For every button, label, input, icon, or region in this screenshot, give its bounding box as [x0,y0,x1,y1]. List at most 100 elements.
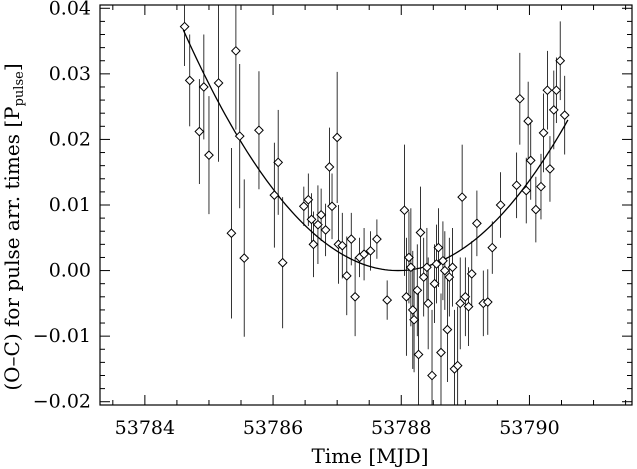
x-tick-label: 53790 [499,417,559,439]
data-point-62 [466,268,477,279]
data-point-60 [460,291,471,302]
data-point-23 [332,132,343,143]
data-point-8 [234,131,245,142]
data-point-67 [495,200,506,210]
data-point-61 [463,301,474,312]
data-point-73 [530,204,541,215]
data-point-27 [346,234,357,245]
data-point-79 [551,85,562,96]
data-point-40 [412,285,423,296]
data-point-44 [421,262,432,273]
data-point-16 [306,214,317,225]
x-tick-label: 53784 [115,417,175,439]
data-point-43 [418,272,429,283]
data-point-10 [254,125,264,136]
data-point-65 [482,297,493,307]
data-point-11 [269,190,280,201]
data-point-33 [382,295,393,305]
x-tick-label: 53786 [243,417,303,439]
data-point-74 [536,181,546,192]
data-point-53 [442,324,453,335]
y-tick-label: 0.00 [49,260,91,282]
data-point-22 [327,201,337,212]
data-point-17 [308,239,319,250]
data-point-14 [298,201,309,212]
data-point-3 [198,82,209,92]
data-point-75 [538,127,549,138]
data-point-58 [455,298,466,309]
data-point-25 [337,240,348,251]
data-point-28 [350,291,361,302]
data-point-59 [457,192,468,203]
data-point-70 [521,185,532,196]
y-axis-title-subscript: pulse [12,71,27,107]
data-point-42 [415,227,426,238]
data-point-30 [359,249,369,260]
data-point-34 [399,205,410,216]
data-point-71 [523,116,534,126]
data-point-49 [433,242,444,253]
data-point-21 [324,162,335,172]
data-point-6 [226,228,237,239]
plot-frame [99,4,633,406]
data-point-2 [194,126,205,137]
data-point-80 [555,55,566,66]
y-tick-labels: −0.02 −0.01 0.00 0.01 0.02 0.03 0.04 [33,0,91,413]
data-point-20 [320,225,331,235]
error-bars [184,5,566,405]
data-point-19 [316,209,327,220]
y-tick-label: 0.03 [49,63,91,85]
data-point-26 [341,270,352,281]
data-point-37 [405,262,416,273]
data-point-5 [213,78,224,88]
data-point-77 [545,164,555,174]
data-point-76 [542,85,553,96]
data-point-1 [184,75,195,86]
x-tick-labels: 53784 53786 53788 53790 [115,417,560,439]
data-point-48 [431,259,442,269]
data-point-72 [525,155,536,166]
data-point-15 [303,194,314,205]
y-axis-title-main: (O–C) for pulse arr. times [P [0,106,24,390]
data-point-32 [371,234,382,245]
data-point-31 [365,245,376,256]
y-tick-label: 0.02 [49,128,91,150]
data-point-55 [447,262,458,273]
data-point-46 [427,370,437,381]
data-point-9 [239,253,250,264]
data-point-52 [439,265,450,276]
parabolic-fit-curve [182,29,569,272]
data-point-4 [204,150,214,161]
data-point-78 [548,105,559,115]
data-markers [179,21,570,381]
data-point-35 [401,291,412,302]
axis-ticks [100,5,632,405]
data-point-54 [444,272,455,283]
data-point-36 [404,252,414,263]
data-point-68 [511,180,522,191]
y-axis-title: (O–C) for pulse arr. times [Ppulse] [0,63,27,390]
data-point-38 [407,305,418,315]
y-tick-label: −0.02 [33,391,91,413]
x-tick-label: 53788 [371,417,431,439]
y-axis-title-end: ] [0,63,24,71]
data-point-57 [452,360,463,371]
data-point-18 [313,219,323,230]
data-point-0 [179,21,190,32]
data-point-45 [423,298,434,309]
data-point-7 [230,45,241,56]
y-tick-label: −0.01 [33,325,91,347]
data-point-12 [273,157,284,168]
data-point-47 [429,278,440,289]
data-point-39 [409,314,419,325]
data-point-41 [413,349,424,360]
data-point-66 [487,242,498,253]
data-point-50 [436,347,446,358]
data-point-69 [514,93,525,104]
x-axis-title: Time [MJD] [311,444,428,468]
data-point-63 [471,218,482,229]
data-point-51 [438,255,448,266]
y-tick-label: 0.01 [49,194,91,216]
data-point-81 [559,110,570,121]
